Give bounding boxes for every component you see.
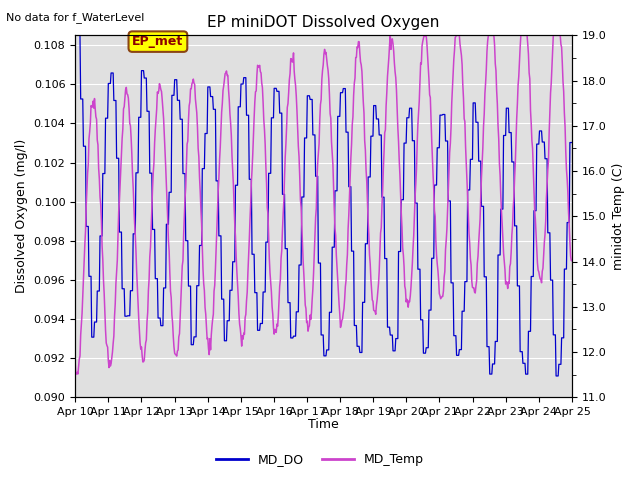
- X-axis label: Time: Time: [308, 419, 339, 432]
- MD_Temp: [385, 64, 392, 70]
- MD_Temp: [420, 33, 428, 38]
- MD_Temp: [81, 242, 89, 248]
- Y-axis label: Dissolved Oxygen (mg/l): Dissolved Oxygen (mg/l): [15, 139, 28, 293]
- MD_DO: [552, 373, 560, 379]
- MD_DO: [71, 33, 79, 38]
- MD_DO: [80, 144, 88, 149]
- MD_Temp: [182, 163, 190, 168]
- MD_Temp: [132, 249, 140, 254]
- Y-axis label: minidot Temp (C): minidot Temp (C): [612, 163, 625, 270]
- MD_DO: [398, 197, 406, 203]
- MD_Temp: [399, 245, 406, 251]
- Text: No data for f_WaterLevel: No data for f_WaterLevel: [6, 12, 145, 23]
- MD_DO: [568, 140, 576, 145]
- MD_DO: [208, 94, 216, 99]
- Line: MD_DO: MD_DO: [75, 36, 572, 376]
- Text: EP_met: EP_met: [132, 35, 184, 48]
- MD_DO: [182, 238, 189, 243]
- MD_DO: [131, 231, 139, 237]
- Legend: MD_DO, MD_Temp: MD_DO, MD_Temp: [211, 448, 429, 471]
- MD_Temp: [71, 359, 79, 365]
- MD_DO: [383, 324, 391, 330]
- Title: EP miniDOT Dissolved Oxygen: EP miniDOT Dissolved Oxygen: [207, 15, 440, 30]
- MD_Temp: [209, 316, 216, 322]
- MD_Temp: [73, 371, 81, 377]
- Line: MD_Temp: MD_Temp: [75, 36, 572, 374]
- MD_Temp: [568, 258, 576, 264]
